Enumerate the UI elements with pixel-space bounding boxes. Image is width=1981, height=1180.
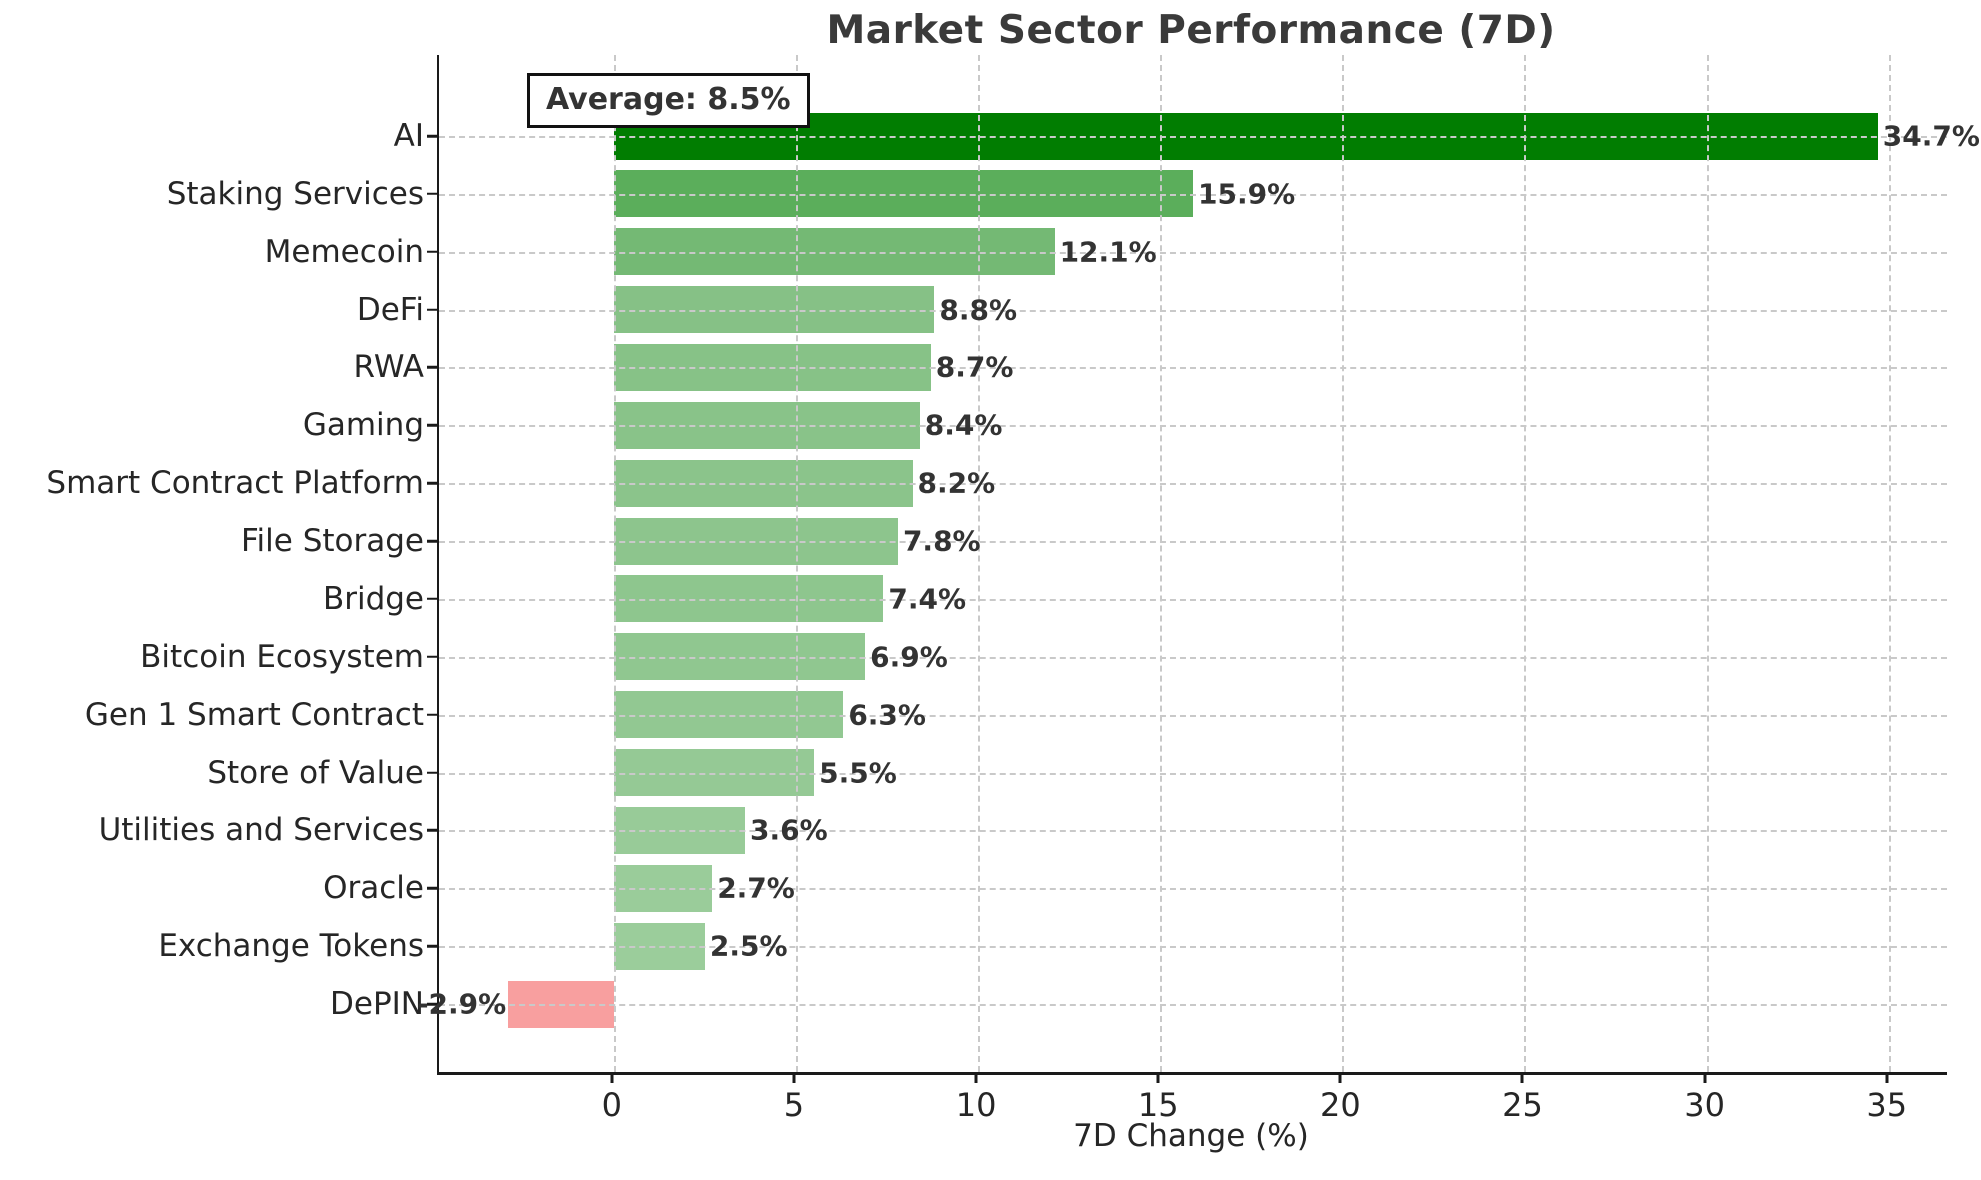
y-gridline: [439, 772, 1947, 775]
x-tick-label: 35: [1866, 1086, 1908, 1124]
category-label: DePIN: [330, 986, 424, 1022]
plot-area: Average: 8.5% 34.7% 15.9% 12.1% 8.8% 8.7% 8.4…: [417, 55, 1980, 1075]
y-tick-mark: [427, 1002, 437, 1006]
y-tick-mark: [427, 539, 437, 543]
category-label: Memecoin: [264, 233, 424, 270]
y-gridline: [439, 714, 1947, 717]
value-label: 7.8%: [902, 524, 981, 558]
y-gridline: [439, 309, 1947, 312]
x-tick-label: 30: [1684, 1086, 1725, 1124]
y-gridline: [439, 193, 1947, 196]
y-gridline: [439, 1004, 1947, 1006]
x-tick-mark: [1520, 1072, 1524, 1083]
value-label: 8.7%: [935, 350, 1014, 384]
x-gridline: [613, 55, 616, 1072]
x-axis: 0 5 10 15 20 25 30 35: [437, 1072, 1945, 1142]
value-label: 7.4%: [888, 582, 967, 616]
category-label: Bitcoin Ecosystem: [140, 638, 424, 675]
y-tick-mark: [427, 366, 437, 369]
x-tick-mark: [792, 1072, 796, 1083]
category-label: Store of Value: [207, 754, 424, 791]
x-tick-label: 5: [783, 1086, 805, 1124]
y-tick-mark: [427, 424, 437, 427]
category-label: Bridge: [322, 580, 424, 617]
x-tick-label: 10: [955, 1086, 997, 1124]
x-tick-mark: [974, 1072, 978, 1083]
category-label: Smart Contract Platform: [46, 465, 424, 502]
y-tick-mark: [427, 134, 437, 138]
y-axis: AI Staking Services Memecoin DeFi RWA Gaming S…: [0, 55, 437, 1072]
value-label: 6.3%: [848, 698, 926, 732]
value-label: 3.6%: [749, 813, 828, 847]
y-tick-mark: [427, 887, 437, 890]
x-gridline: [1888, 55, 1891, 1072]
y-gridline: [439, 656, 1947, 659]
y-tick-mark: [427, 308, 437, 311]
x-tick-mark: [1703, 1072, 1707, 1083]
category-label: DeFi: [356, 291, 424, 328]
x-gridline: [978, 55, 981, 1072]
x-tick-label: 0: [601, 1086, 623, 1124]
y-tick-mark: [427, 192, 437, 196]
x-tick-label: 20: [1319, 1086, 1361, 1124]
category-label: Gen 1 Smart Contract: [84, 696, 424, 733]
category-label: Staking Services: [166, 175, 424, 212]
y-tick-mark: [427, 481, 437, 485]
y-gridline: [439, 425, 1947, 428]
y-tick-mark: [427, 771, 437, 774]
y-tick-mark: [427, 655, 437, 659]
value-label: 34.7%: [1882, 119, 1980, 153]
x-tick-label: 25: [1502, 1086, 1543, 1124]
category-label: AI: [393, 118, 424, 154]
value-label: 6.9%: [870, 640, 948, 674]
value-label: 8.8%: [939, 293, 1018, 327]
y-gridline: [439, 483, 1947, 486]
y-gridline: [439, 367, 1947, 370]
y-tick-mark: [427, 713, 437, 716]
value-label: 15.9%: [1198, 177, 1296, 211]
value-label: 2.7%: [717, 871, 795, 905]
category-label: RWA: [353, 349, 424, 386]
x-tick-mark: [1338, 1072, 1342, 1083]
y-tick-mark: [427, 250, 437, 253]
y-tick-mark: [427, 597, 437, 601]
value-label: 5.5%: [819, 756, 897, 790]
value-label: 12.1%: [1059, 235, 1157, 269]
y-gridline: [439, 888, 1947, 891]
value-label: 8.2%: [917, 466, 996, 500]
x-gridline: [1706, 55, 1709, 1072]
x-gridline: [1160, 55, 1163, 1072]
category-label: File Storage: [240, 523, 424, 560]
x-gridline: [1524, 55, 1527, 1072]
y-gridline: [439, 598, 1947, 601]
x-tick-mark: [1885, 1072, 1889, 1083]
category-label: Utilities and Services: [98, 812, 424, 849]
y-tick-mark: [427, 829, 437, 832]
y-gridline: [439, 251, 1947, 254]
category-label: Gaming: [302, 407, 424, 444]
x-axis-title: 7D Change (%): [1073, 1118, 1309, 1154]
x-gridline: [1342, 55, 1345, 1072]
value-label: 2.5%: [709, 929, 788, 963]
x-tick-label: 15: [1137, 1086, 1179, 1124]
y-tick-mark: [427, 944, 437, 948]
y-gridline: [439, 541, 1947, 544]
average-annotation-box: Average: 8.5%: [527, 73, 810, 128]
chart-title: Market Sector Performance (7D): [826, 8, 1556, 53]
x-tick-mark: [610, 1072, 614, 1083]
y-gridline: [439, 946, 1947, 949]
category-label: Oracle: [323, 870, 424, 907]
category-label: Exchange Tokens: [158, 928, 424, 965]
value-label: -2.9%: [416, 987, 507, 1021]
x-gridline: [795, 55, 798, 1072]
value-label: 8.4%: [924, 408, 1003, 442]
y-gridline: [439, 136, 1947, 138]
y-gridline: [439, 830, 1947, 833]
x-tick-mark: [1156, 1072, 1160, 1083]
